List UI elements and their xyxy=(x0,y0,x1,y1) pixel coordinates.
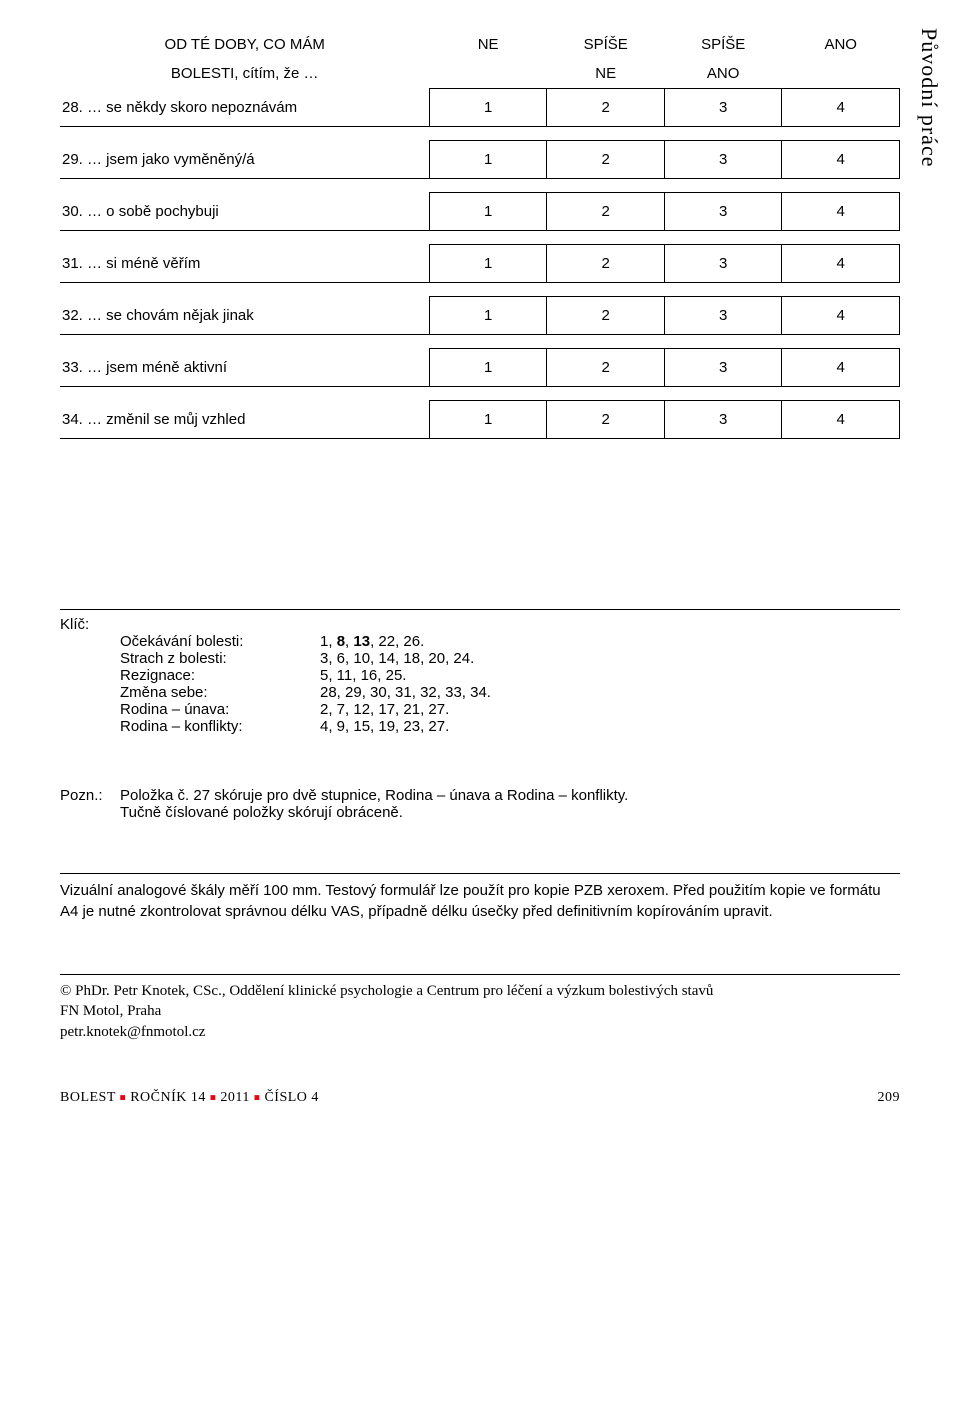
key-value: 2, 7, 12, 17, 21, 27. xyxy=(320,701,900,718)
table-row: 33. … jsem méně aktivní1234 xyxy=(60,349,900,387)
option-cell[interactable]: 2 xyxy=(547,349,665,387)
option-cell[interactable]: 2 xyxy=(547,401,665,439)
option-cell[interactable]: 4 xyxy=(782,297,900,335)
key-label: Očekávání bolesti: xyxy=(120,633,320,650)
row-label: 34. … změnil se můj vzhled xyxy=(60,401,429,439)
option-cell[interactable]: 1 xyxy=(429,401,547,439)
option-cell[interactable]: 1 xyxy=(429,141,547,179)
author-line1: © PhDr. Petr Knotek, CSc., Oddělení klin… xyxy=(60,981,900,1001)
option-cell[interactable]: 1 xyxy=(429,193,547,231)
key-row: Rezignace:5, 11, 16, 25. xyxy=(60,667,900,684)
paragraph-block: Vizuální analogové škály měří 100 mm. Te… xyxy=(60,873,900,922)
table-row: 28. … se někdy skoro nepoznávám1234 xyxy=(60,89,900,127)
col-header-ano: ANO xyxy=(782,30,900,59)
option-cell[interactable]: 3 xyxy=(664,141,782,179)
section-vertical-label: Původní práce xyxy=(916,28,942,167)
key-row: Změna sebe:28, 29, 30, 31, 32, 33, 34. xyxy=(60,684,900,701)
key-row: Rodina – konflikty:4, 9, 15, 19, 23, 27. xyxy=(60,718,900,735)
key-label: Rezignace: xyxy=(120,667,320,684)
author-block: © PhDr. Petr Knotek, CSc., Oddělení klin… xyxy=(60,974,900,1042)
footer-page-number: 209 xyxy=(878,1090,901,1106)
header-intro-line2: BOLESTI, cítím, že … xyxy=(60,59,429,89)
option-cell[interactable]: 2 xyxy=(547,141,665,179)
table-row: 34. … změnil se můj vzhled1234 xyxy=(60,401,900,439)
option-cell[interactable]: 3 xyxy=(664,401,782,439)
key-value: 4, 9, 15, 19, 23, 27. xyxy=(320,718,900,735)
key-row: Očekávání bolesti:1, 8, 13, 22, 26. xyxy=(60,633,900,650)
option-cell[interactable]: 1 xyxy=(429,297,547,335)
option-cell[interactable]: 4 xyxy=(782,141,900,179)
option-cell[interactable]: 3 xyxy=(664,193,782,231)
key-label: Strach z bolesti: xyxy=(120,650,320,667)
key-heading: Klíč: xyxy=(60,616,120,633)
table-row: 29. … jsem jako vyměněný/á1234 xyxy=(60,141,900,179)
option-cell[interactable]: 3 xyxy=(664,349,782,387)
col-header-ne: NE xyxy=(429,30,547,59)
footer-left: BOLEST ■ ROČNÍK 14 ■ 2011 ■ ČÍSLO 4 xyxy=(60,1090,319,1106)
option-cell[interactable]: 3 xyxy=(664,245,782,283)
col-header-spise-ne-1: SPÍŠE xyxy=(547,30,665,59)
table-header: OD TÉ DOBY, CO MÁM NE SPÍŠE SPÍŠE ANO BO… xyxy=(60,30,900,89)
option-cell[interactable]: 4 xyxy=(782,349,900,387)
page-footer: BOLEST ■ ROČNÍK 14 ■ 2011 ■ ČÍSLO 4 209 xyxy=(60,1090,900,1106)
key-row: Rodina – únava:2, 7, 12, 17, 21, 27. xyxy=(60,701,900,718)
key-label: Rodina – únava: xyxy=(120,701,320,718)
table-row: 31. … si méně věřím1234 xyxy=(60,245,900,283)
note-label: Pozn.: xyxy=(60,787,120,821)
option-cell[interactable]: 3 xyxy=(664,297,782,335)
row-label: 32. … se chovám nějak jinak xyxy=(60,297,429,335)
option-cell[interactable]: 4 xyxy=(782,401,900,439)
col-header-spise-ne-2: NE xyxy=(547,59,665,89)
col-header-spise-ano-1: SPÍŠE xyxy=(664,30,782,59)
author-line3: petr.knotek@fnmotol.cz xyxy=(60,1022,900,1042)
option-cell[interactable]: 4 xyxy=(782,89,900,127)
option-cell[interactable]: 2 xyxy=(547,89,665,127)
key-label: Rodina – konflikty: xyxy=(120,718,320,735)
key-value: 1, 8, 13, 22, 26. xyxy=(320,633,900,650)
author-line2: FN Motol, Praha xyxy=(60,1001,900,1021)
header-intro-line1: OD TÉ DOBY, CO MÁM xyxy=(60,30,429,59)
option-cell[interactable]: 2 xyxy=(547,193,665,231)
option-cell[interactable]: 2 xyxy=(547,297,665,335)
option-cell[interactable]: 3 xyxy=(664,89,782,127)
key-value: 3, 6, 10, 14, 18, 20, 24. xyxy=(320,650,900,667)
key-block: Klíč: Očekávání bolesti:1, 8, 13, 22, 26… xyxy=(60,609,900,735)
note-text: Položka č. 27 skóruje pro dvě stupnice, … xyxy=(120,787,900,821)
questionnaire-table: OD TÉ DOBY, CO MÁM NE SPÍŠE SPÍŠE ANO BO… xyxy=(60,30,900,439)
key-row: Strach z bolesti:3, 6, 10, 14, 18, 20, 2… xyxy=(60,650,900,667)
option-cell[interactable]: 1 xyxy=(429,89,547,127)
row-label: 33. … jsem méně aktivní xyxy=(60,349,429,387)
table-row: 32. … se chovám nějak jinak1234 xyxy=(60,297,900,335)
key-label: Změna sebe: xyxy=(120,684,320,701)
col-header-ano-2 xyxy=(782,59,900,89)
row-label: 30. … o sobě pochybuji xyxy=(60,193,429,231)
option-cell[interactable]: 4 xyxy=(782,193,900,231)
col-header-ne-2 xyxy=(429,59,547,89)
row-label: 29. … jsem jako vyměněný/á xyxy=(60,141,429,179)
table-row: 30. … o sobě pochybuji1234 xyxy=(60,193,900,231)
option-cell[interactable]: 1 xyxy=(429,245,547,283)
key-value: 5, 11, 16, 25. xyxy=(320,667,900,684)
option-cell[interactable]: 2 xyxy=(547,245,665,283)
row-label: 28. … se někdy skoro nepoznávám xyxy=(60,89,429,127)
option-cell[interactable]: 1 xyxy=(429,349,547,387)
note-block: Pozn.: Položka č. 27 skóruje pro dvě stu… xyxy=(60,787,900,821)
key-value: 28, 29, 30, 31, 32, 33, 34. xyxy=(320,684,900,701)
option-cell[interactable]: 4 xyxy=(782,245,900,283)
col-header-spise-ano-2: ANO xyxy=(664,59,782,89)
row-label: 31. … si méně věřím xyxy=(60,245,429,283)
